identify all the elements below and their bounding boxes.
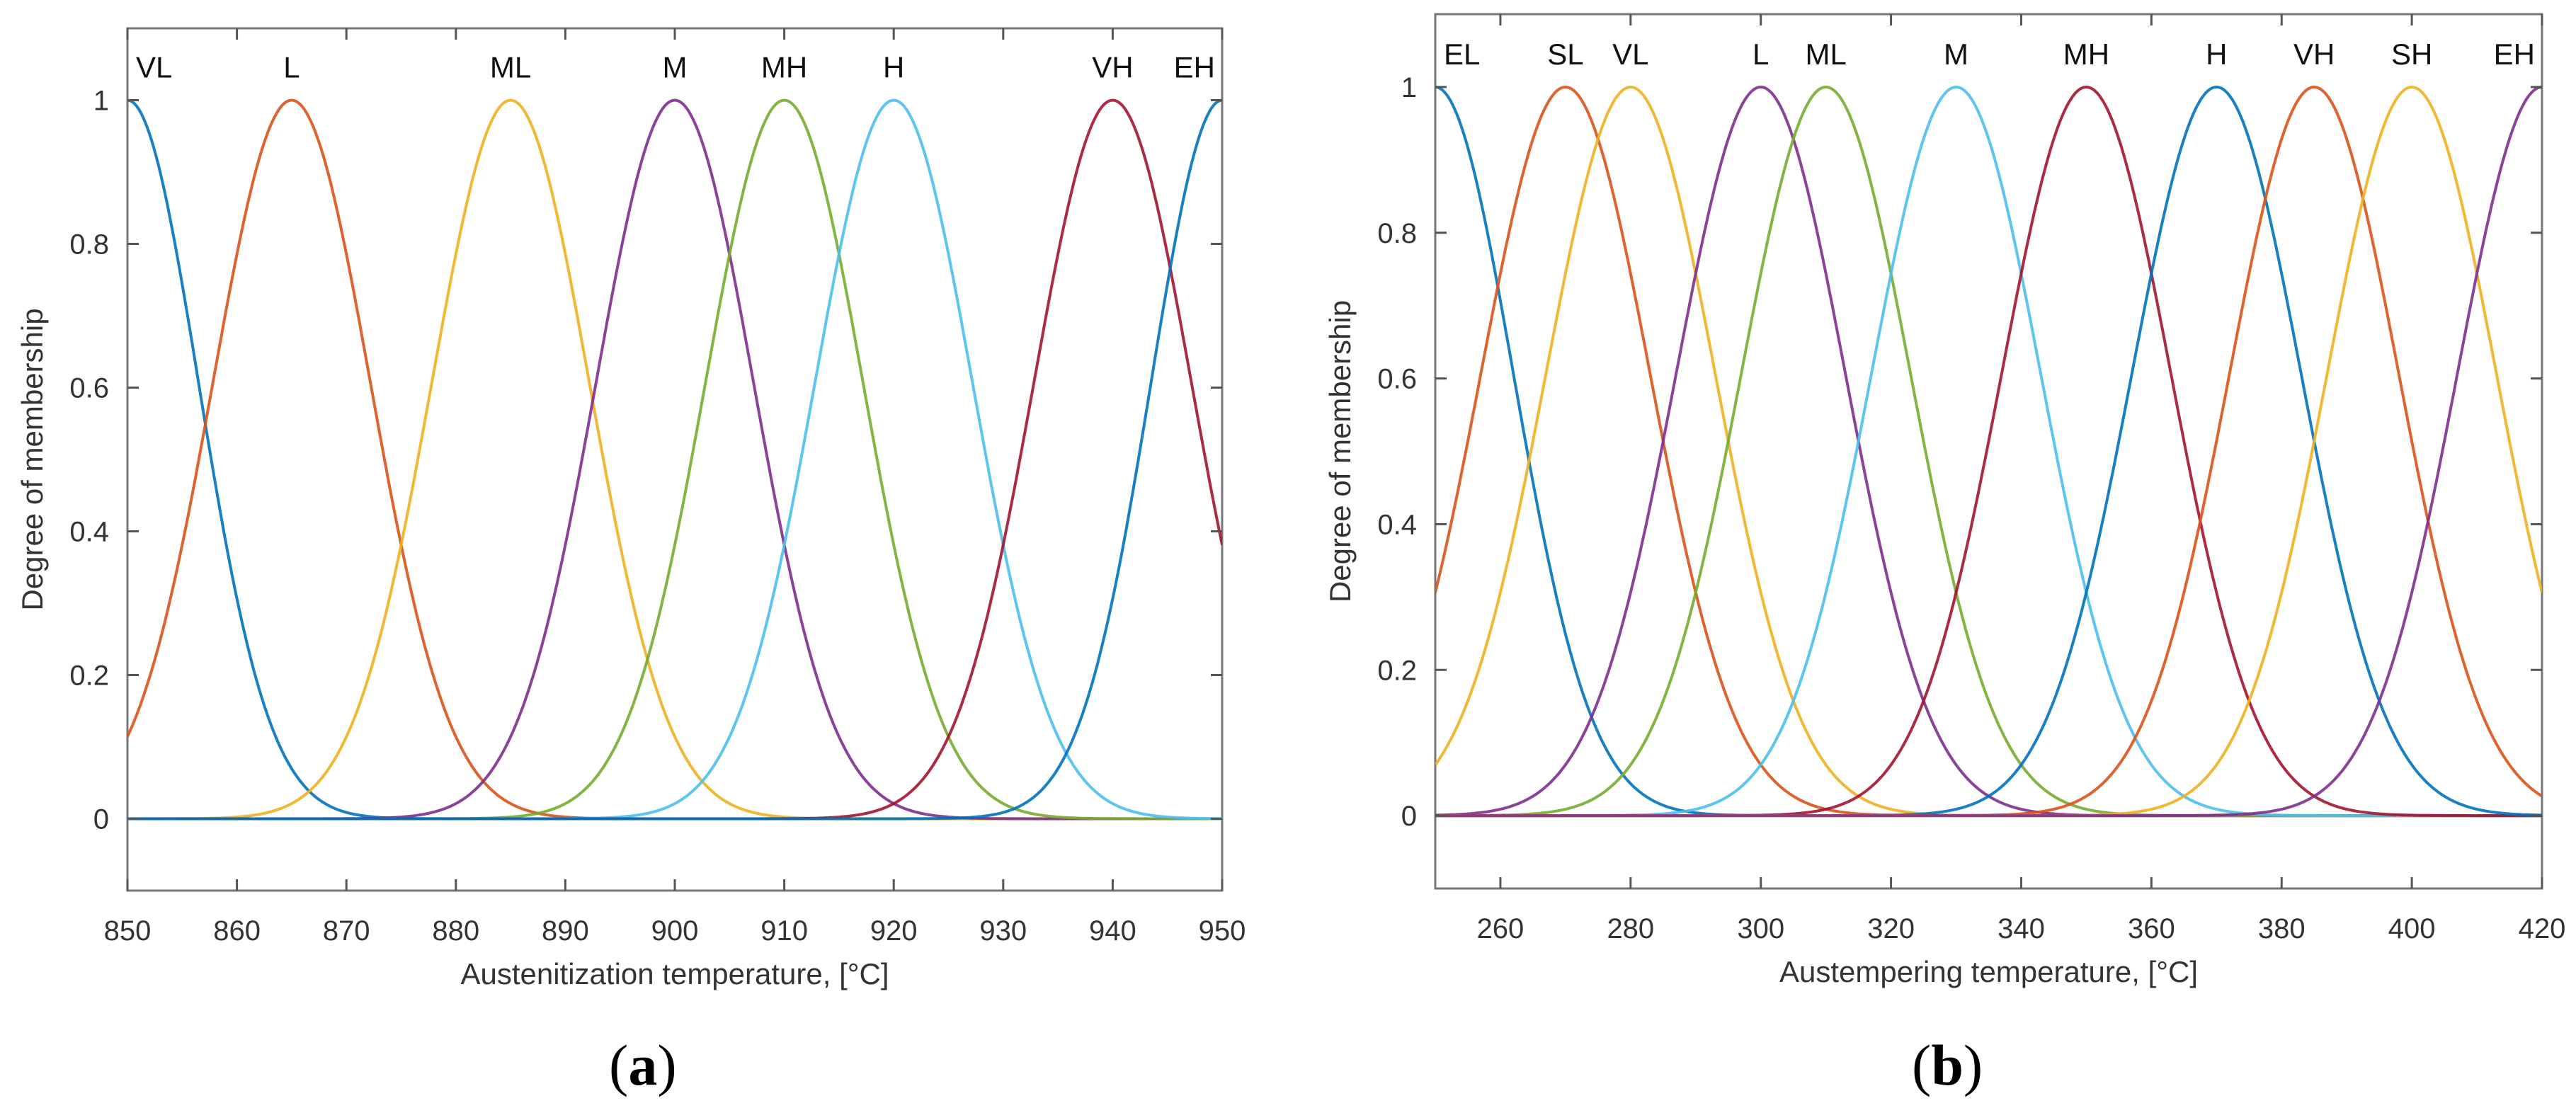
x-tick-label-a: 910 [760, 915, 808, 947]
y-tick-label-b: 0.2 [1377, 655, 1417, 686]
x-tick-label-b: 420 [2519, 913, 2566, 944]
y-axis-label-b: Degree of membership [1323, 300, 1357, 602]
x-tick-label-a: 950 [1199, 915, 1246, 947]
y-tick-label-a: 0.2 [69, 661, 109, 692]
x-tick-label-b: 320 [1867, 913, 1915, 944]
series-label-a-vl: VL [136, 51, 172, 84]
series-label-b-vl: VL [1612, 38, 1648, 71]
chart-panel-a: 850 860 870 880 890 900 910 920 930 940 950 0 0.2 0.4… [16, 27, 1246, 990]
series-label-b-el: EL [1444, 38, 1480, 71]
y-tick-label-a: 0.4 [69, 517, 109, 548]
series-group-b [1435, 85, 2542, 818]
x-tick-label-b: 300 [1737, 913, 1784, 944]
y-tick-label-b: 0.8 [1377, 218, 1417, 249]
plot-area-a [126, 27, 1224, 892]
x-tick-label-b: 380 [2258, 913, 2306, 944]
series-line-a-eh [127, 98, 1222, 821]
y-tick-label-b: 1 [1401, 72, 1417, 103]
series-label-a-eh: EH [1174, 51, 1215, 84]
series-label-b-sh: SH [2391, 38, 2432, 71]
x-tick-label-b: 400 [2388, 913, 2436, 944]
x-tick-label-a: 850 [104, 915, 152, 947]
series-label-a-ml: ML [490, 51, 531, 84]
y-axis-label-a: Degree of membership [16, 308, 49, 610]
chart-panel-b: 260 280 300 320 340 360 380 400 420 0 0.2 0.4 0.6 0.8… [1323, 13, 2566, 988]
x-tick-label-a: 870 [323, 915, 370, 947]
y-tick-label-a: 0.8 [69, 229, 109, 261]
series-line-b-eh [1435, 85, 2542, 818]
series-group-a [127, 98, 1222, 821]
y-tick-label-b: 0.4 [1377, 509, 1417, 540]
series-label-a-m: M [663, 51, 688, 84]
series-label-b-h: H [2206, 38, 2227, 71]
x-tick-label-b: 340 [1997, 913, 2045, 944]
x-axis-label-a: Austenitization temperature, [°C] [460, 957, 889, 990]
series-label-b-l: L [1753, 38, 1769, 71]
x-tick-label-a: 900 [651, 915, 699, 947]
plot-area-b [1434, 13, 2543, 890]
series-label-b-sl: SL [1547, 38, 1583, 71]
y-tick-label-a: 0 [93, 804, 109, 835]
series-label-a-h: H [883, 51, 904, 84]
x-tick-label-a: 890 [542, 915, 589, 947]
x-tick-label-a: 940 [1089, 915, 1136, 947]
x-tick-label-b: 360 [2128, 913, 2175, 944]
x-tick-label-b: 260 [1477, 913, 1524, 944]
x-tick-label-b: 280 [1607, 913, 1654, 944]
y-tick-label-b: 0 [1401, 801, 1417, 832]
y-tick-label-a: 0.6 [69, 373, 109, 404]
series-label-a-vh: VH [1092, 51, 1133, 84]
series-label-b-vh: VH [2293, 38, 2335, 71]
x-tick-label-a: 860 [213, 915, 261, 947]
series-label-b-mh: MH [2063, 38, 2109, 71]
x-tick-label-a: 930 [979, 915, 1027, 947]
x-tick-label-a: 920 [870, 915, 918, 947]
series-label-b-m: M [1944, 38, 1968, 71]
series-label-b-eh: EH [2494, 38, 2535, 71]
panel-caption-a: (a) [609, 1033, 677, 1097]
series-label-a-l: L [283, 51, 300, 84]
y-tick-label-a: 1 [93, 86, 109, 117]
panel-caption-b: (b) [1912, 1033, 1983, 1097]
series-label-b-ml: ML [1805, 38, 1846, 71]
x-tick-label-a: 880 [432, 915, 479, 947]
y-tick-label-b: 0.6 [1377, 364, 1417, 395]
x-axis-label-b: Austempering temperature, [°C] [1779, 955, 2198, 988]
series-label-a-mh: MH [761, 51, 807, 84]
